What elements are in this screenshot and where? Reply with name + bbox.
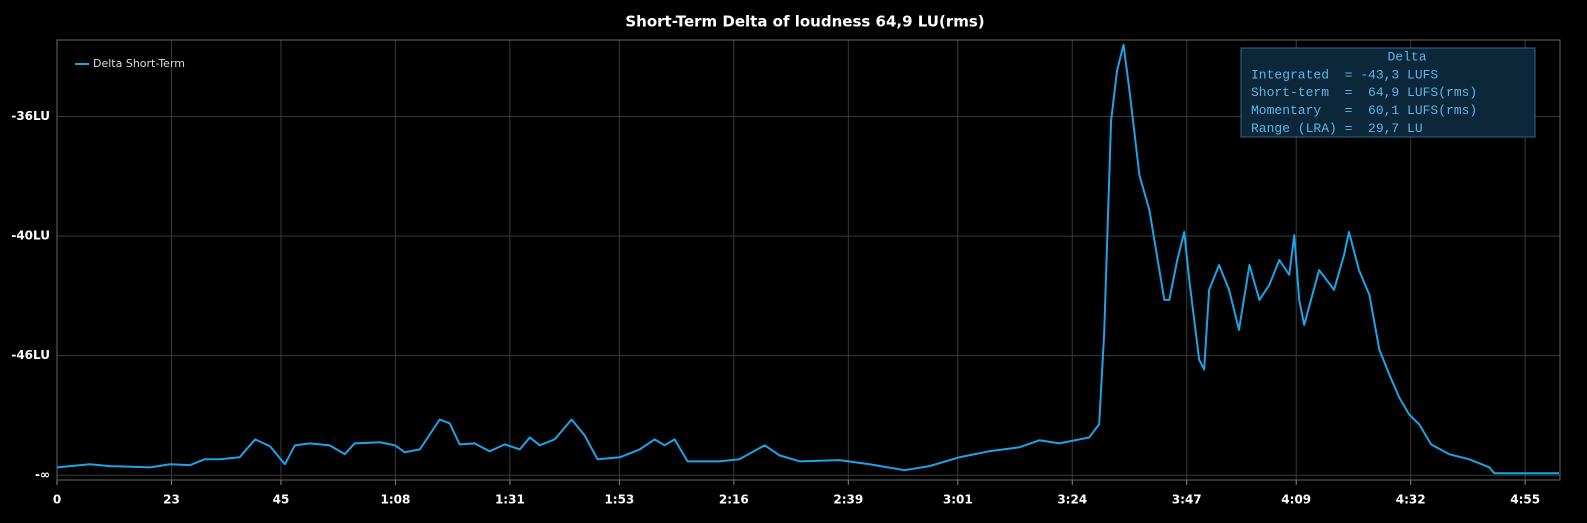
x-tick-label: 0 (53, 493, 61, 507)
x-tick-label: 3:24 (1057, 493, 1087, 507)
x-tick-label: 2:16 (719, 493, 749, 507)
info-box-line: Integrated = -43,3 LUFS (1251, 67, 1438, 82)
x-tick-label: 2:39 (833, 493, 863, 507)
x-tick-label: 4:55 (1510, 493, 1540, 507)
info-box: Delta Integrated = -43,3 LUFS Short-term =… (1240, 47, 1536, 138)
x-tick-label: 45 (273, 493, 290, 507)
x-tick-label: 23 (163, 493, 180, 507)
x-tick-label: 4:09 (1281, 493, 1311, 507)
x-tick-label: 1:53 (604, 493, 634, 507)
info-box-title: Delta (1387, 49, 1426, 64)
legend: Delta Short-Term (75, 57, 185, 70)
data-line (56, 43, 1559, 475)
y-tick-label: -∞ (35, 468, 50, 482)
info-box-line: Momentary = 60,1 LUFS(rms) (1251, 103, 1477, 118)
info-box-line: Range (LRA) = 29,7 LU (1251, 121, 1423, 136)
legend-label: Delta Short-Term (93, 57, 185, 70)
plot-area (56, 43, 1559, 475)
chart-title: Short-Term Delta of loudness 64,9 LU(rms… (625, 13, 984, 31)
x-tick-label: 1:08 (380, 493, 410, 507)
plot-frame (56, 39, 1561, 481)
info-box-frame (1240, 47, 1536, 138)
y-tick-label: -46LU (11, 348, 50, 362)
y-tick-label: -36LU (11, 109, 50, 123)
x-tick-label: 3:47 (1172, 493, 1202, 507)
x-tick-label: 1:31 (495, 493, 525, 507)
x-tick-label: 3:01 (943, 493, 973, 507)
x-tick-label: 4:32 (1396, 493, 1426, 507)
info-box-line: Short-term = 64,9 LUFS(rms) (1251, 85, 1477, 100)
y-tick-label: -40LU (11, 229, 50, 243)
